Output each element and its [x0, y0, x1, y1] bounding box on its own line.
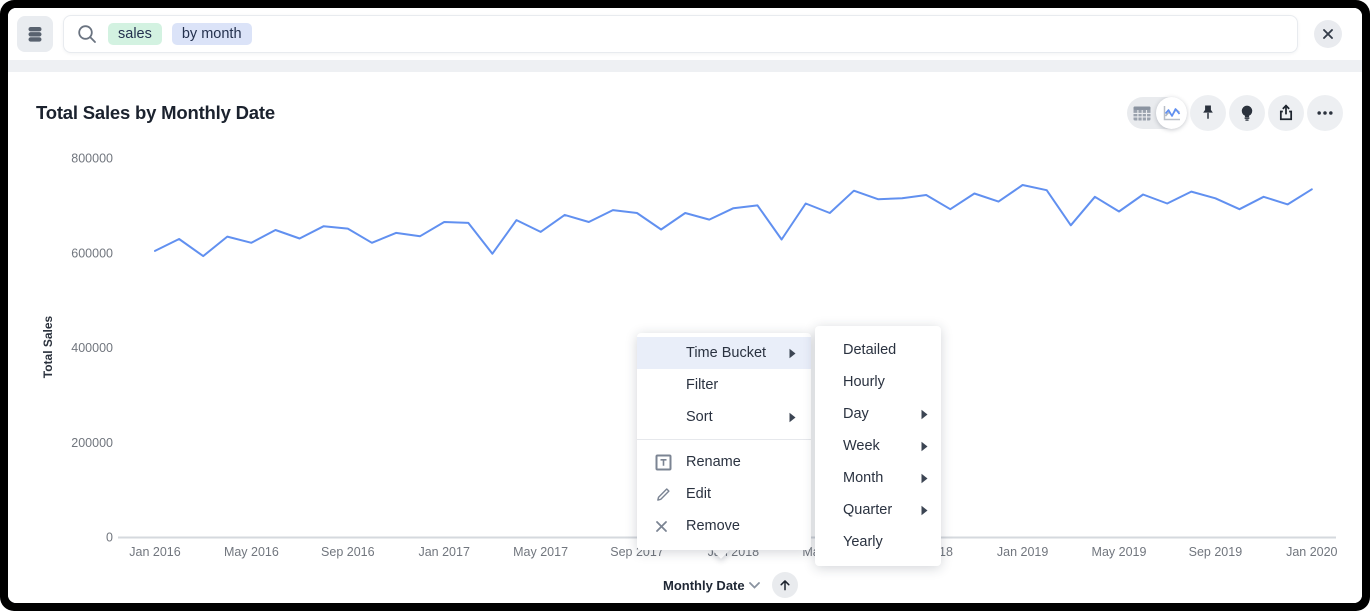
x-axis-tick-label: Jan 2017 [418, 545, 469, 559]
sales-line-series[interactable] [154, 184, 1313, 258]
y-axis-title: Total Sales [41, 315, 55, 378]
menu-item-label: Day [843, 406, 869, 422]
menu-divider [637, 439, 811, 440]
menu-item-label: Edit [686, 486, 711, 502]
table-icon [1133, 106, 1151, 120]
time-bucket-submenu: Detailed Hourly Day Week Month Quarter Yearly [815, 326, 941, 566]
submenu-arrow-icon [921, 473, 928, 483]
y-axis-tick-label: 400000 [71, 341, 113, 355]
menu-icon-slot [655, 520, 686, 533]
section-divider [8, 60, 1362, 72]
rename-icon [655, 454, 672, 470]
menu-item-time-bucket[interactable]: Time Bucket [637, 337, 811, 369]
menu-item-label: Detailed [843, 342, 897, 358]
search-icon [78, 25, 96, 43]
close-icon [1323, 29, 1333, 39]
menu-item-filter[interactable]: Filter [637, 369, 811, 401]
menu-item-label: Hourly [843, 374, 885, 390]
x-axis-tick-label: Jan 2019 [997, 545, 1048, 559]
x-axis-tick-label: Jan 2016 [129, 545, 180, 559]
x-axis-tick-label: Jan 2020 [1286, 545, 1337, 559]
submenu-item-month[interactable]: Month [815, 462, 941, 494]
x-icon [656, 520, 667, 532]
x-axis-tick-label: Sep 2016 [321, 545, 375, 559]
search-box[interactable]: sales by month [63, 15, 1298, 53]
submenu-arrow-icon [789, 348, 796, 358]
menu-item-remove[interactable]: Remove [637, 510, 811, 542]
app-window: sales by month Total Sales by Monthly Dat… [8, 8, 1362, 603]
chevron-down-icon[interactable] [748, 581, 760, 589]
more-options-button[interactable] [1307, 95, 1343, 131]
submenu-item-day[interactable]: Day [815, 398, 941, 430]
search-bar: sales by month [8, 8, 1362, 60]
sort-ascending-button[interactable] [771, 572, 798, 598]
ellipsis-icon [1317, 111, 1333, 115]
x-axis-tick-label: May 2016 [224, 545, 279, 559]
x-axis-control: Monthly Date [663, 572, 798, 598]
share-button[interactable] [1268, 95, 1304, 131]
view-toggle [1127, 97, 1187, 129]
menu-icon-slot [655, 486, 686, 502]
submenu-arrow-icon [789, 412, 796, 422]
close-search-button[interactable] [1314, 20, 1342, 48]
database-icon [28, 27, 42, 42]
y-axis-tick-label: 200000 [71, 436, 113, 450]
menu-item-sort[interactable]: Sort [637, 401, 811, 433]
search-tokens: sales by month [108, 23, 252, 45]
menu-item-label: Filter [686, 377, 719, 393]
x-axis-column-label[interactable]: Monthly Date [663, 577, 745, 593]
y-axis-tick-label: 800000 [71, 152, 113, 166]
insights-button[interactable] [1229, 95, 1265, 131]
column-context-menu: Time Bucket Filter Sort Rename Edit Remove [637, 333, 811, 550]
menu-item-label: Time Bucket [686, 345, 767, 361]
arrow-up-icon [780, 580, 790, 591]
submenu-item-yearly[interactable]: Yearly [815, 526, 941, 558]
menu-item-label: Rename [686, 454, 741, 470]
submenu-arrow-icon [921, 505, 928, 515]
data-source-button[interactable] [17, 16, 53, 52]
menu-item-label: Remove [686, 518, 740, 534]
y-axis-tick-label: 0 [106, 531, 113, 545]
menu-item-rename[interactable]: Rename [637, 446, 811, 478]
line-chart-icon [1163, 105, 1181, 120]
submenu-item-detailed[interactable]: Detailed [815, 334, 941, 366]
answer-card: Total Sales by Monthly Date [8, 72, 1362, 603]
search-token[interactable]: sales [108, 23, 162, 45]
x-axis-tick-label: May 2017 [513, 545, 568, 559]
submenu-item-quarter[interactable]: Quarter [815, 494, 941, 526]
chart-toolbar [1127, 95, 1343, 131]
submenu-arrow-icon [921, 409, 928, 419]
menu-item-label: Sort [686, 409, 713, 425]
table-view-button[interactable] [1127, 98, 1156, 128]
menu-item-label: Yearly [843, 534, 883, 550]
x-axis-tick-label: May 2019 [1092, 545, 1147, 559]
share-icon [1279, 104, 1293, 121]
search-input[interactable] [261, 26, 1285, 42]
menu-item-label: Week [843, 438, 880, 454]
chart-view-button[interactable] [1156, 97, 1187, 129]
y-axis-tick-label: 600000 [71, 246, 113, 260]
menu-item-label: Quarter [843, 502, 893, 518]
menu-item-label: Month [843, 470, 884, 486]
pencil-icon [657, 488, 670, 501]
pin-icon [1203, 105, 1213, 119]
lightbulb-icon [1241, 105, 1253, 121]
chart-title: Total Sales by Monthly Date [36, 102, 275, 123]
x-axis-tick-label: Sep 2019 [1189, 545, 1243, 559]
menu-item-edit[interactable]: Edit [637, 478, 811, 510]
search-token[interactable]: by month [171, 23, 252, 45]
submenu-item-hourly[interactable]: Hourly [815, 366, 941, 398]
submenu-item-week[interactable]: Week [815, 430, 941, 462]
pin-button[interactable] [1190, 95, 1226, 131]
menu-icon-slot [655, 454, 686, 471]
submenu-arrow-icon [921, 441, 928, 451]
